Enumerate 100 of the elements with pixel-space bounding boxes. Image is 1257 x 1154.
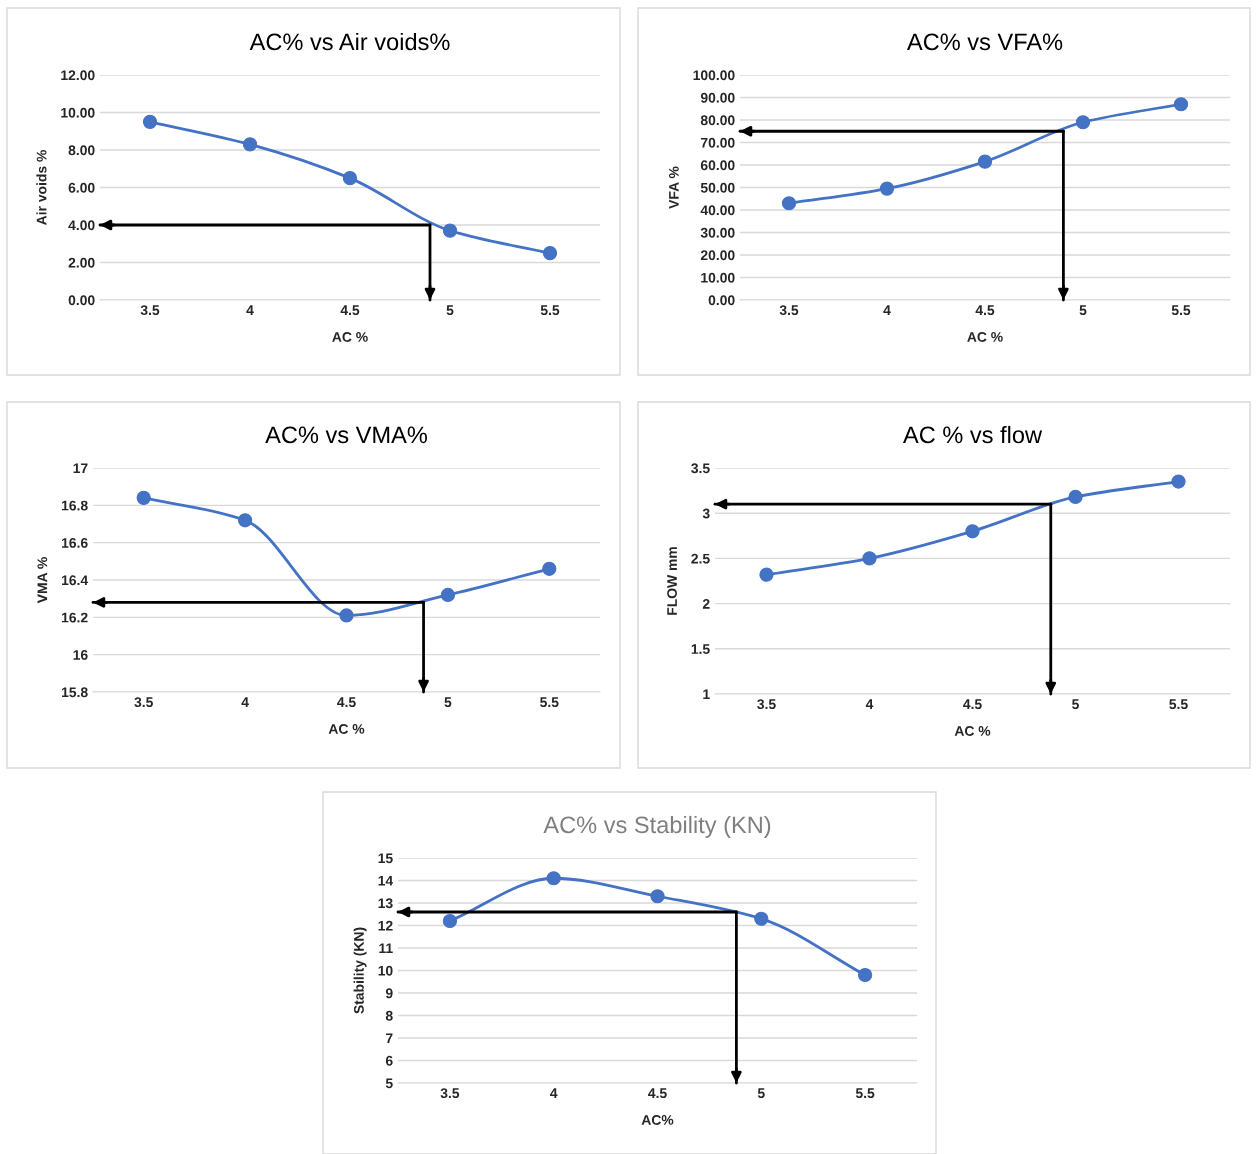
point (650, 889, 665, 904)
point (546, 871, 561, 886)
point (142, 114, 158, 129)
x-tick-label: 3.5 (779, 305, 799, 316)
x-tick-label: 4.5 (963, 699, 982, 710)
y-axis-title: FLOW mm (667, 547, 677, 615)
y-tick-label: 10 (378, 965, 393, 976)
point (442, 223, 458, 238)
y-tick-label: 12.00 (61, 70, 95, 81)
y-tick-label: 8 (385, 1010, 393, 1021)
point (442, 913, 458, 929)
chart-title: AC % vs flow (903, 425, 1043, 444)
point (440, 587, 456, 603)
y-axis-title: Stability (KN) (353, 927, 367, 1014)
y-tick-label: 16 (73, 650, 88, 660)
y-tick-label: 12 (378, 920, 393, 931)
x-tick-label: 4 (865, 699, 874, 709)
y-tick-label: 11 (379, 943, 393, 954)
point (1171, 474, 1186, 489)
y-tick-label: 2 (702, 598, 710, 609)
y-tick-label: 0.00 (708, 295, 735, 306)
y-tick-label: 16.4 (61, 575, 89, 586)
y-tick-label: 50.00 (700, 182, 735, 193)
y-tick-label: 9 (385, 988, 393, 999)
y-tick-label: 10.00 (61, 107, 95, 118)
point (242, 137, 258, 152)
point (977, 154, 993, 169)
y-tick-label: 8.00 (68, 145, 95, 156)
y-tick-label: 16.2 (61, 612, 88, 623)
x-tick-label: 4.5 (648, 1088, 667, 1099)
y-tick-label: 15.8 (61, 687, 88, 698)
y-tick-label: 10.00 (701, 272, 735, 283)
y-tick-label: 2.5 (691, 553, 710, 564)
y-tick-label: 60.00 (700, 160, 735, 171)
x-tick-label: 4 (246, 305, 254, 315)
chart-title: AC% vs Stability (KN) (543, 815, 771, 838)
point (965, 524, 980, 539)
x-tick-label: 4 (883, 305, 891, 315)
x-tick-label: 3.5 (134, 697, 153, 708)
point (1173, 97, 1189, 112)
x-tick-label: 5.5 (540, 697, 559, 708)
x-axis-title: AC % (332, 332, 368, 342)
point (136, 490, 151, 505)
point (857, 967, 873, 983)
point (1068, 489, 1083, 505)
x-tick-label: 5.5 (1171, 305, 1191, 316)
y-tick-label: 30.00 (700, 227, 735, 238)
y-tick-label: 80.00 (700, 115, 735, 126)
x-tick-label: 5.5 (855, 1088, 875, 1099)
x-axis-title: AC % (967, 332, 1003, 342)
y-tick-label: 6 (385, 1055, 393, 1066)
chart-title: AC% vs VFA% (906, 33, 1063, 51)
y-tick-label: 4.00 (68, 220, 95, 231)
y-tick-label: 6.00 (68, 182, 95, 193)
y-tick-label: 2.00 (68, 257, 95, 268)
point (862, 551, 877, 566)
y-tick-label: 1.5 (691, 644, 710, 654)
y-tick-label: 14 (378, 875, 394, 886)
x-axis-title: AC % (328, 724, 365, 734)
x-tick-label: 3.5 (140, 305, 160, 316)
y-tick-label: 20.00 (700, 250, 735, 261)
y-tick-label: 15 (378, 853, 393, 864)
x-axis-title: AC % (954, 726, 991, 736)
x-tick-label: 5 (446, 305, 454, 316)
y-tick-label: 13 (378, 898, 393, 909)
x-axis-title: AC% (641, 1115, 674, 1125)
y-tick-label: 17 (73, 463, 88, 474)
point (759, 567, 774, 582)
point (542, 246, 558, 261)
x-tick-label: 5.5 (1169, 699, 1188, 710)
y-axis-title: VMA % (37, 557, 48, 604)
y-axis-title: VFA % (669, 166, 679, 209)
x-tick-label: 3.5 (440, 1088, 460, 1099)
x-tick-label: 5 (1079, 305, 1087, 316)
y-tick-label: 100.00 (693, 70, 735, 81)
point (342, 171, 358, 186)
x-tick-label: 3.5 (757, 699, 776, 710)
x-tick-label: 4.5 (975, 305, 995, 316)
y-tick-label: 16.6 (61, 538, 88, 548)
y-tick-label: 3.5 (691, 463, 710, 474)
point (754, 911, 769, 926)
y-tick-label: 5 (385, 1078, 393, 1089)
point (542, 561, 557, 576)
x-tick-label: 4.5 (337, 697, 356, 708)
y-tick-label: 0.00 (68, 295, 95, 306)
point (237, 513, 253, 528)
y-tick-label: 7 (386, 1033, 393, 1044)
y-tick-label: 16.8 (61, 500, 88, 511)
chart-title: AC% vs Air voids% (249, 32, 450, 51)
point (879, 181, 895, 196)
chart-title: AC% vs VMA% (265, 426, 427, 444)
x-tick-label: 5.5 (540, 305, 560, 316)
point (339, 608, 354, 623)
x-tick-label: 4.5 (340, 305, 360, 316)
y-tick-label: 1 (703, 689, 710, 700)
y-tick-label: 90.00 (700, 92, 735, 103)
x-tick-label: 5 (757, 1088, 765, 1099)
x-tick-label: 5 (444, 697, 452, 708)
y-tick-label: 40.00 (700, 205, 735, 216)
point (781, 196, 797, 211)
